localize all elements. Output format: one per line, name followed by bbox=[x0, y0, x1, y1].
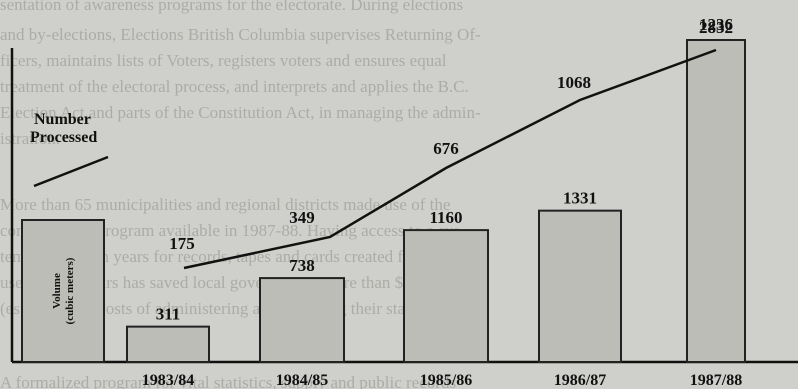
bar-1986/87 bbox=[538, 209, 622, 363]
x-tick-label: 1986/87 bbox=[554, 372, 606, 389]
bar-value-label: 1331 bbox=[563, 189, 597, 208]
x-tick-label: 1983/84 bbox=[142, 372, 194, 389]
legend-line-label-1: Number bbox=[34, 111, 91, 128]
bar-1984/85 bbox=[259, 277, 345, 364]
svg-text:ficers, maintains lists of Vot: ficers, maintains lists of Voters, regis… bbox=[0, 51, 447, 70]
legend-line-sample bbox=[33, 155, 109, 188]
volume-legend-bar: Volume(cubic meters) bbox=[21, 219, 105, 363]
bar-value-label: 311 bbox=[156, 305, 181, 324]
bar-series-volume: 311 738 1160 1331 2832 bbox=[126, 18, 746, 364]
svg-text:and by-elections, Elections Br: and by-elections, Elections British Colu… bbox=[0, 25, 481, 44]
line-value-label: 349 bbox=[289, 208, 315, 227]
x-tick-label: 1985/86 bbox=[420, 372, 472, 389]
svg-text:sentation of awareness program: sentation of awareness programs for the … bbox=[0, 0, 463, 14]
svg-text:(estimated) in costs of admini: (estimated) in costs of administering an… bbox=[0, 299, 477, 318]
line-series-number-processed: 175 349 676 1068 1236 bbox=[169, 15, 733, 270]
svg-text:istration.: istration. bbox=[0, 129, 60, 148]
bar-1987/88 bbox=[686, 39, 746, 363]
svg-text:A formalized program for vital: A formalized program for vital statistic… bbox=[0, 373, 456, 389]
line-value-label: 1068 bbox=[557, 73, 591, 92]
volume-legend-rect bbox=[21, 219, 105, 363]
line-value-label: 1236 bbox=[699, 15, 733, 34]
svg-text:More than 65 municipalities an: More than 65 municipalities and regional… bbox=[0, 195, 450, 214]
svg-text:treatment of the electoral pro: treatment of the electoral process, and … bbox=[0, 77, 469, 96]
line-value-label: 676 bbox=[433, 139, 459, 158]
bar-1985/86 bbox=[403, 229, 489, 363]
bar-value-label: 738 bbox=[289, 256, 315, 275]
x-tick-label: 1987/88 bbox=[690, 372, 742, 389]
bar-value-label: 1160 bbox=[429, 208, 462, 227]
svg-text:Election Act and parts of the: Election Act and parts of the Constituti… bbox=[0, 103, 481, 122]
line-legend: Number Processed bbox=[30, 111, 109, 188]
x-tick-label: 1984/85 bbox=[276, 372, 328, 389]
legend-line-label-2: Processed bbox=[30, 129, 97, 146]
svg-text:users of the years has saved l: users of the years has saved local gover… bbox=[0, 273, 466, 292]
volume-legend-label: Volume(cubic meters) bbox=[51, 257, 76, 324]
line-number-processed bbox=[183, 48, 717, 270]
bar-1983/84 bbox=[126, 325, 210, 364]
line-value-label: 175 bbox=[169, 234, 195, 253]
x-tick-labels: 1983/84 1984/85 1985/86 1986/87 1987/88 bbox=[142, 372, 742, 389]
bar-value-label: 2832 bbox=[699, 18, 733, 37]
